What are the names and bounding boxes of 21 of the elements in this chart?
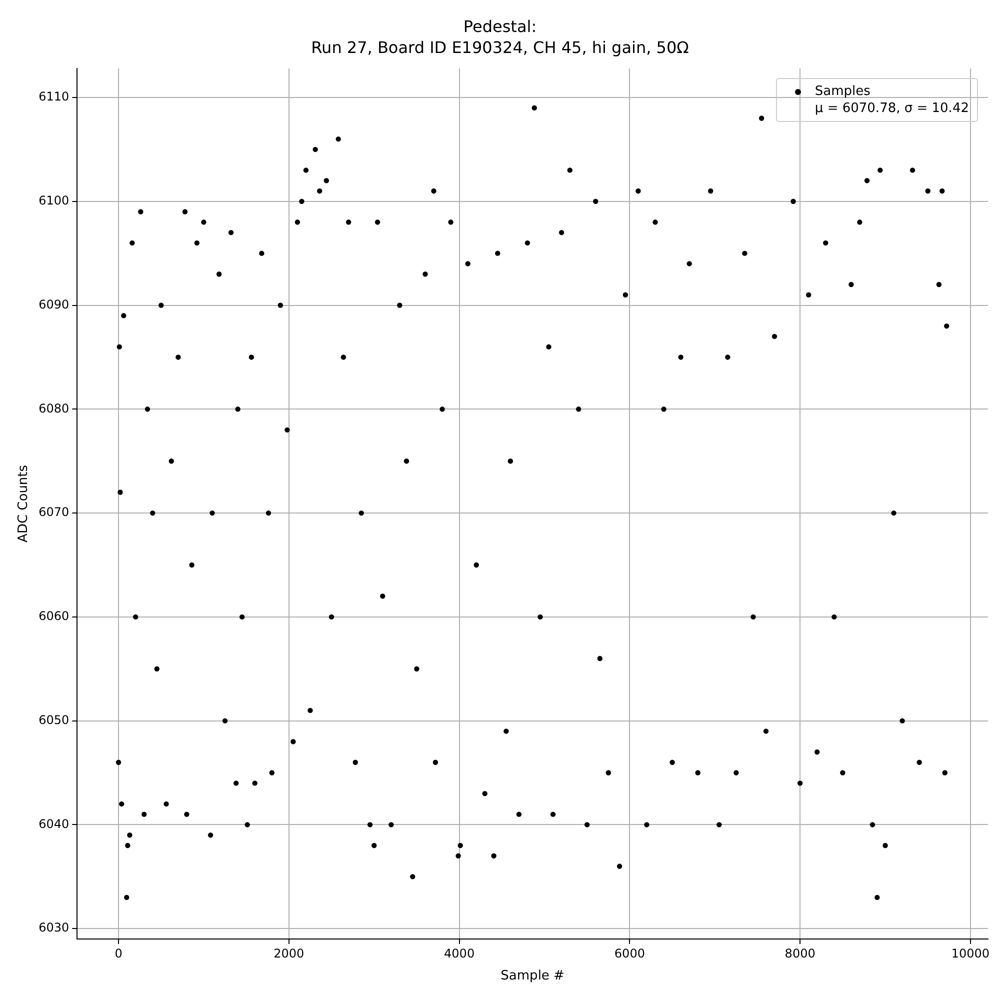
- y-tick-label: 6060: [38, 609, 70, 624]
- y-axis-title: ADC Counts: [16, 464, 32, 542]
- x-tick-label: 8000: [784, 946, 816, 960]
- y-tick-label: 6050: [38, 712, 70, 727]
- legend-label: Samples: [814, 83, 870, 100]
- x-tick-label: 4000: [444, 946, 475, 960]
- y-tick-label: 6110: [38, 90, 70, 104]
- annotation: μ = 6070.78, σ = 10.42: [814, 100, 969, 118]
- y-tick-label: 6040: [38, 816, 70, 831]
- x-tick-label: 0: [114, 946, 122, 960]
- y-tick-label: 6080: [38, 401, 70, 416]
- x-tick-label: 2000: [274, 946, 304, 960]
- y-tick-label: 6070: [38, 505, 70, 520]
- chart-title: Pedestal:: [463, 16, 537, 36]
- x-tick-label: 10000: [951, 946, 990, 960]
- y-tick-label: 6100: [38, 194, 70, 208]
- y-tick-label: 6090: [38, 297, 70, 312]
- y-tick-label: 6030: [38, 920, 70, 935]
- chart-subtitle: Run 27, Board ID E190324, CH 45, hi gain, 50Ω: [311, 38, 689, 57]
- x-tick-label: 6000: [614, 946, 645, 960]
- x-axis-title: Sample #: [500, 968, 564, 984]
